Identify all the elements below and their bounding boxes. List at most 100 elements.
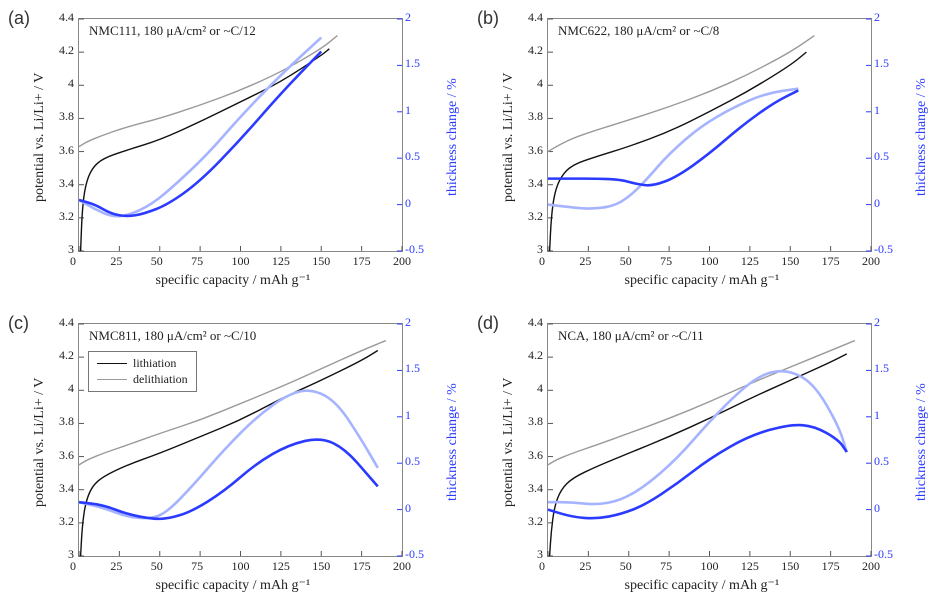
x-tick: 100: [701, 254, 719, 269]
plot-area: NMC111, 180 μA/cm² or ~C/12: [78, 18, 403, 252]
series-thickness_delithiation: [79, 38, 321, 217]
yright-tick: 2: [874, 10, 880, 25]
yleft-tick: 3: [537, 547, 543, 562]
x-tick: 100: [232, 254, 250, 269]
yleft-tick: 3: [537, 242, 543, 257]
y-right-label: thickness change / %: [445, 78, 461, 196]
series-potential_delithiation: [548, 341, 855, 465]
panel-d: (d)NCA, 180 μA/cm² or ~C/110255075100125…: [469, 305, 938, 610]
chart-svg: [548, 324, 871, 556]
yright-tick: 1: [405, 103, 411, 118]
y-left-label: potential vs. Li/Li+ / V: [32, 378, 48, 507]
series-thickness_delithiation: [548, 371, 847, 504]
x-label: specific capacity / mAh g⁻¹: [625, 272, 780, 289]
series-thickness_lithiation: [79, 51, 321, 215]
yright-tick: 1: [874, 408, 880, 423]
panel-letter: (b): [477, 8, 499, 29]
x-tick: 125: [272, 254, 290, 269]
yleft-tick: 3.2: [59, 514, 74, 529]
series-potential_lithiation: [550, 52, 807, 251]
yright-tick: 0.5: [405, 149, 420, 164]
yleft-tick: 3: [68, 547, 74, 562]
yleft-tick: 3: [68, 242, 74, 257]
yleft-tick: 3.8: [59, 109, 74, 124]
x-tick: 75: [660, 254, 672, 269]
x-tick: 150: [781, 559, 799, 574]
x-tick: 25: [579, 559, 591, 574]
yleft-tick: 3.6: [528, 448, 543, 463]
x-tick: 25: [110, 559, 122, 574]
legend-label: lithiation: [133, 356, 176, 372]
x-tick: 100: [232, 559, 250, 574]
legend: lithiationdelithiation: [88, 351, 197, 392]
panel-letter: (d): [477, 313, 499, 334]
x-label: specific capacity / mAh g⁻¹: [156, 272, 311, 289]
yleft-tick: 3.8: [528, 109, 543, 124]
yright-tick: -0.5: [874, 242, 893, 257]
yright-tick: 0.5: [874, 454, 889, 469]
yleft-tick: 3.4: [528, 481, 543, 496]
yleft-tick: 3.4: [59, 481, 74, 496]
x-tick: 25: [110, 254, 122, 269]
x-tick: 150: [312, 254, 330, 269]
yleft-tick: 3.2: [528, 209, 543, 224]
yleft-tick: 4: [537, 381, 543, 396]
yleft-tick: 4.2: [528, 348, 543, 363]
panel-letter: (a): [8, 8, 30, 29]
x-tick: 125: [741, 559, 759, 574]
y-right-label: thickness change / %: [914, 78, 930, 196]
yleft-tick: 4.4: [528, 10, 543, 25]
yleft-tick: 4.2: [528, 43, 543, 58]
yleft-tick: 3.4: [528, 176, 543, 191]
yleft-tick: 3.2: [59, 209, 74, 224]
panel-letter: (c): [8, 313, 29, 334]
legend-item: lithiation: [97, 356, 188, 372]
plot-area: NMC622, 180 μA/cm² or ~C/8: [547, 18, 872, 252]
x-tick: 175: [822, 254, 840, 269]
y-right-label: thickness change / %: [914, 383, 930, 501]
yright-tick: -0.5: [405, 242, 424, 257]
series-thickness_lithiation: [79, 440, 378, 519]
series-potential_lithiation: [550, 354, 847, 556]
yright-tick: 1: [405, 408, 411, 423]
yleft-tick: 3.6: [59, 143, 74, 158]
x-tick: 150: [781, 254, 799, 269]
yright-tick: 0: [405, 501, 411, 516]
x-label: specific capacity / mAh g⁻¹: [625, 577, 780, 594]
yleft-tick: 3.6: [528, 143, 543, 158]
y-left-label: potential vs. Li/Li+ / V: [501, 378, 517, 507]
yleft-tick: 3.8: [59, 414, 74, 429]
chart-svg: [79, 19, 402, 251]
figure-grid: (a)NMC111, 180 μA/cm² or ~C/120255075100…: [0, 0, 938, 610]
yleft-tick: 4: [537, 76, 543, 91]
x-tick: 100: [701, 559, 719, 574]
yleft-tick: 4.2: [59, 348, 74, 363]
x-tick: 150: [312, 559, 330, 574]
yright-tick: -0.5: [874, 547, 893, 562]
yright-tick: 2: [874, 315, 880, 330]
series-thickness_delithiation: [548, 89, 798, 209]
yleft-tick: 4: [68, 381, 74, 396]
chart-svg: [548, 19, 871, 251]
yright-tick: 2: [405, 10, 411, 25]
yleft-tick: 3.8: [528, 414, 543, 429]
x-tick: 25: [579, 254, 591, 269]
y-left-label: potential vs. Li/Li+ / V: [32, 73, 48, 202]
yright-tick: 1.5: [405, 361, 420, 376]
legend-swatch: [97, 379, 127, 380]
x-label: specific capacity / mAh g⁻¹: [156, 577, 311, 594]
x-tick: 50: [620, 254, 632, 269]
y-left-label: potential vs. Li/Li+ / V: [501, 73, 517, 202]
yright-tick: 0: [874, 196, 880, 211]
x-tick: 125: [741, 254, 759, 269]
yright-tick: 1.5: [874, 361, 889, 376]
yright-tick: 0.5: [874, 149, 889, 164]
x-tick: 175: [353, 559, 371, 574]
legend-swatch: [97, 363, 127, 364]
x-tick: 50: [151, 559, 163, 574]
panel-b: (b) NMC622, 180 μA/cm² or ~C/80 25 50 75 100 1…: [469, 0, 938, 305]
yright-tick: 0.5: [405, 454, 420, 469]
yright-tick: 1.5: [405, 56, 420, 71]
legend-item: delithiation: [97, 372, 188, 388]
yleft-tick: 4.4: [59, 315, 74, 330]
